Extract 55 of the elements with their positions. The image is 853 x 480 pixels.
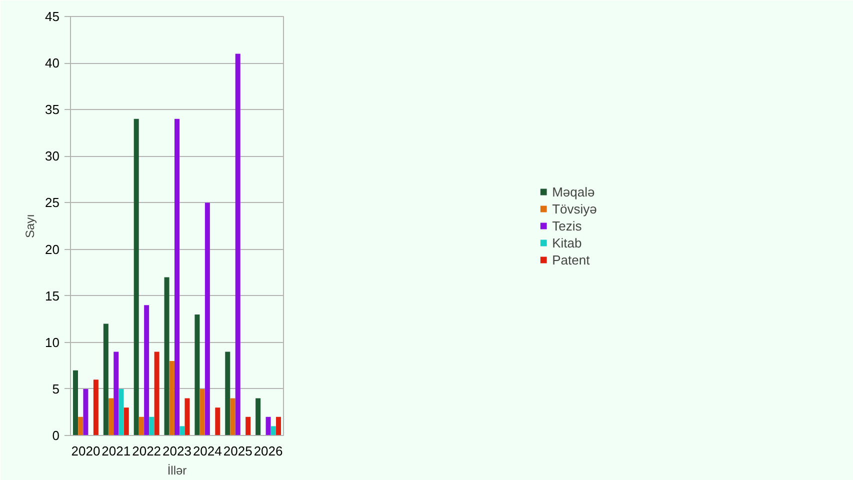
y-tick-label: 40	[45, 56, 60, 71]
bar	[103, 324, 108, 436]
bar	[235, 54, 240, 436]
bar	[138, 416, 144, 436]
bar	[225, 352, 230, 436]
bar	[194, 314, 200, 436]
legend-label: Kitab	[552, 235, 582, 250]
y-tick-label: 10	[45, 334, 60, 350]
x-tick-label: 2026	[254, 444, 283, 458]
bar	[200, 388, 205, 436]
y-tick-label: 25	[45, 195, 60, 210]
bar	[174, 118, 180, 436]
bar	[83, 388, 88, 436]
y-tick-label: 45	[45, 9, 60, 24]
y-tick-label: 5	[52, 381, 60, 396]
legend-label: Tezis	[552, 218, 582, 233]
legend-label: Məqalə	[552, 184, 595, 199]
bar	[164, 277, 170, 436]
bar	[184, 398, 190, 436]
bar	[230, 398, 236, 436]
bar	[266, 416, 271, 436]
bar	[93, 380, 98, 436]
bar	[215, 408, 220, 436]
bar	[270, 426, 276, 436]
bar	[256, 398, 261, 436]
bar	[108, 398, 114, 436]
y-tick-label: 30	[45, 148, 60, 164]
x-tick-label: 2021	[102, 444, 131, 458]
bar	[72, 370, 78, 436]
x-tick-label: 2025	[223, 444, 252, 458]
bar	[204, 202, 210, 436]
legend-label: Tövsiyə	[552, 201, 597, 216]
y-tick-label: 15	[45, 288, 60, 304]
y-tick-label: 20	[45, 242, 60, 257]
x-tick-label: 2023	[162, 444, 192, 458]
bar	[149, 416, 154, 436]
bar	[144, 305, 150, 436]
bar	[180, 426, 185, 436]
bar	[78, 416, 84, 436]
legend-label: Patent	[552, 252, 590, 267]
x-tick-label: 2020	[71, 444, 100, 458]
x-tick-label: 2024	[192, 444, 222, 458]
x-tick-label: 2022	[132, 444, 162, 458]
bar	[124, 408, 129, 436]
y-tick-label: 35	[45, 102, 60, 118]
bar	[154, 352, 160, 436]
x-axis-title: İllər	[167, 464, 187, 478]
bar	[276, 416, 282, 436]
bar	[118, 388, 124, 436]
bar	[114, 352, 119, 436]
bar	[169, 361, 174, 436]
y-tick-label: 0	[52, 428, 60, 443]
y-axis-title: Sayı	[23, 214, 38, 238]
bar	[134, 118, 139, 436]
bar	[246, 416, 251, 436]
